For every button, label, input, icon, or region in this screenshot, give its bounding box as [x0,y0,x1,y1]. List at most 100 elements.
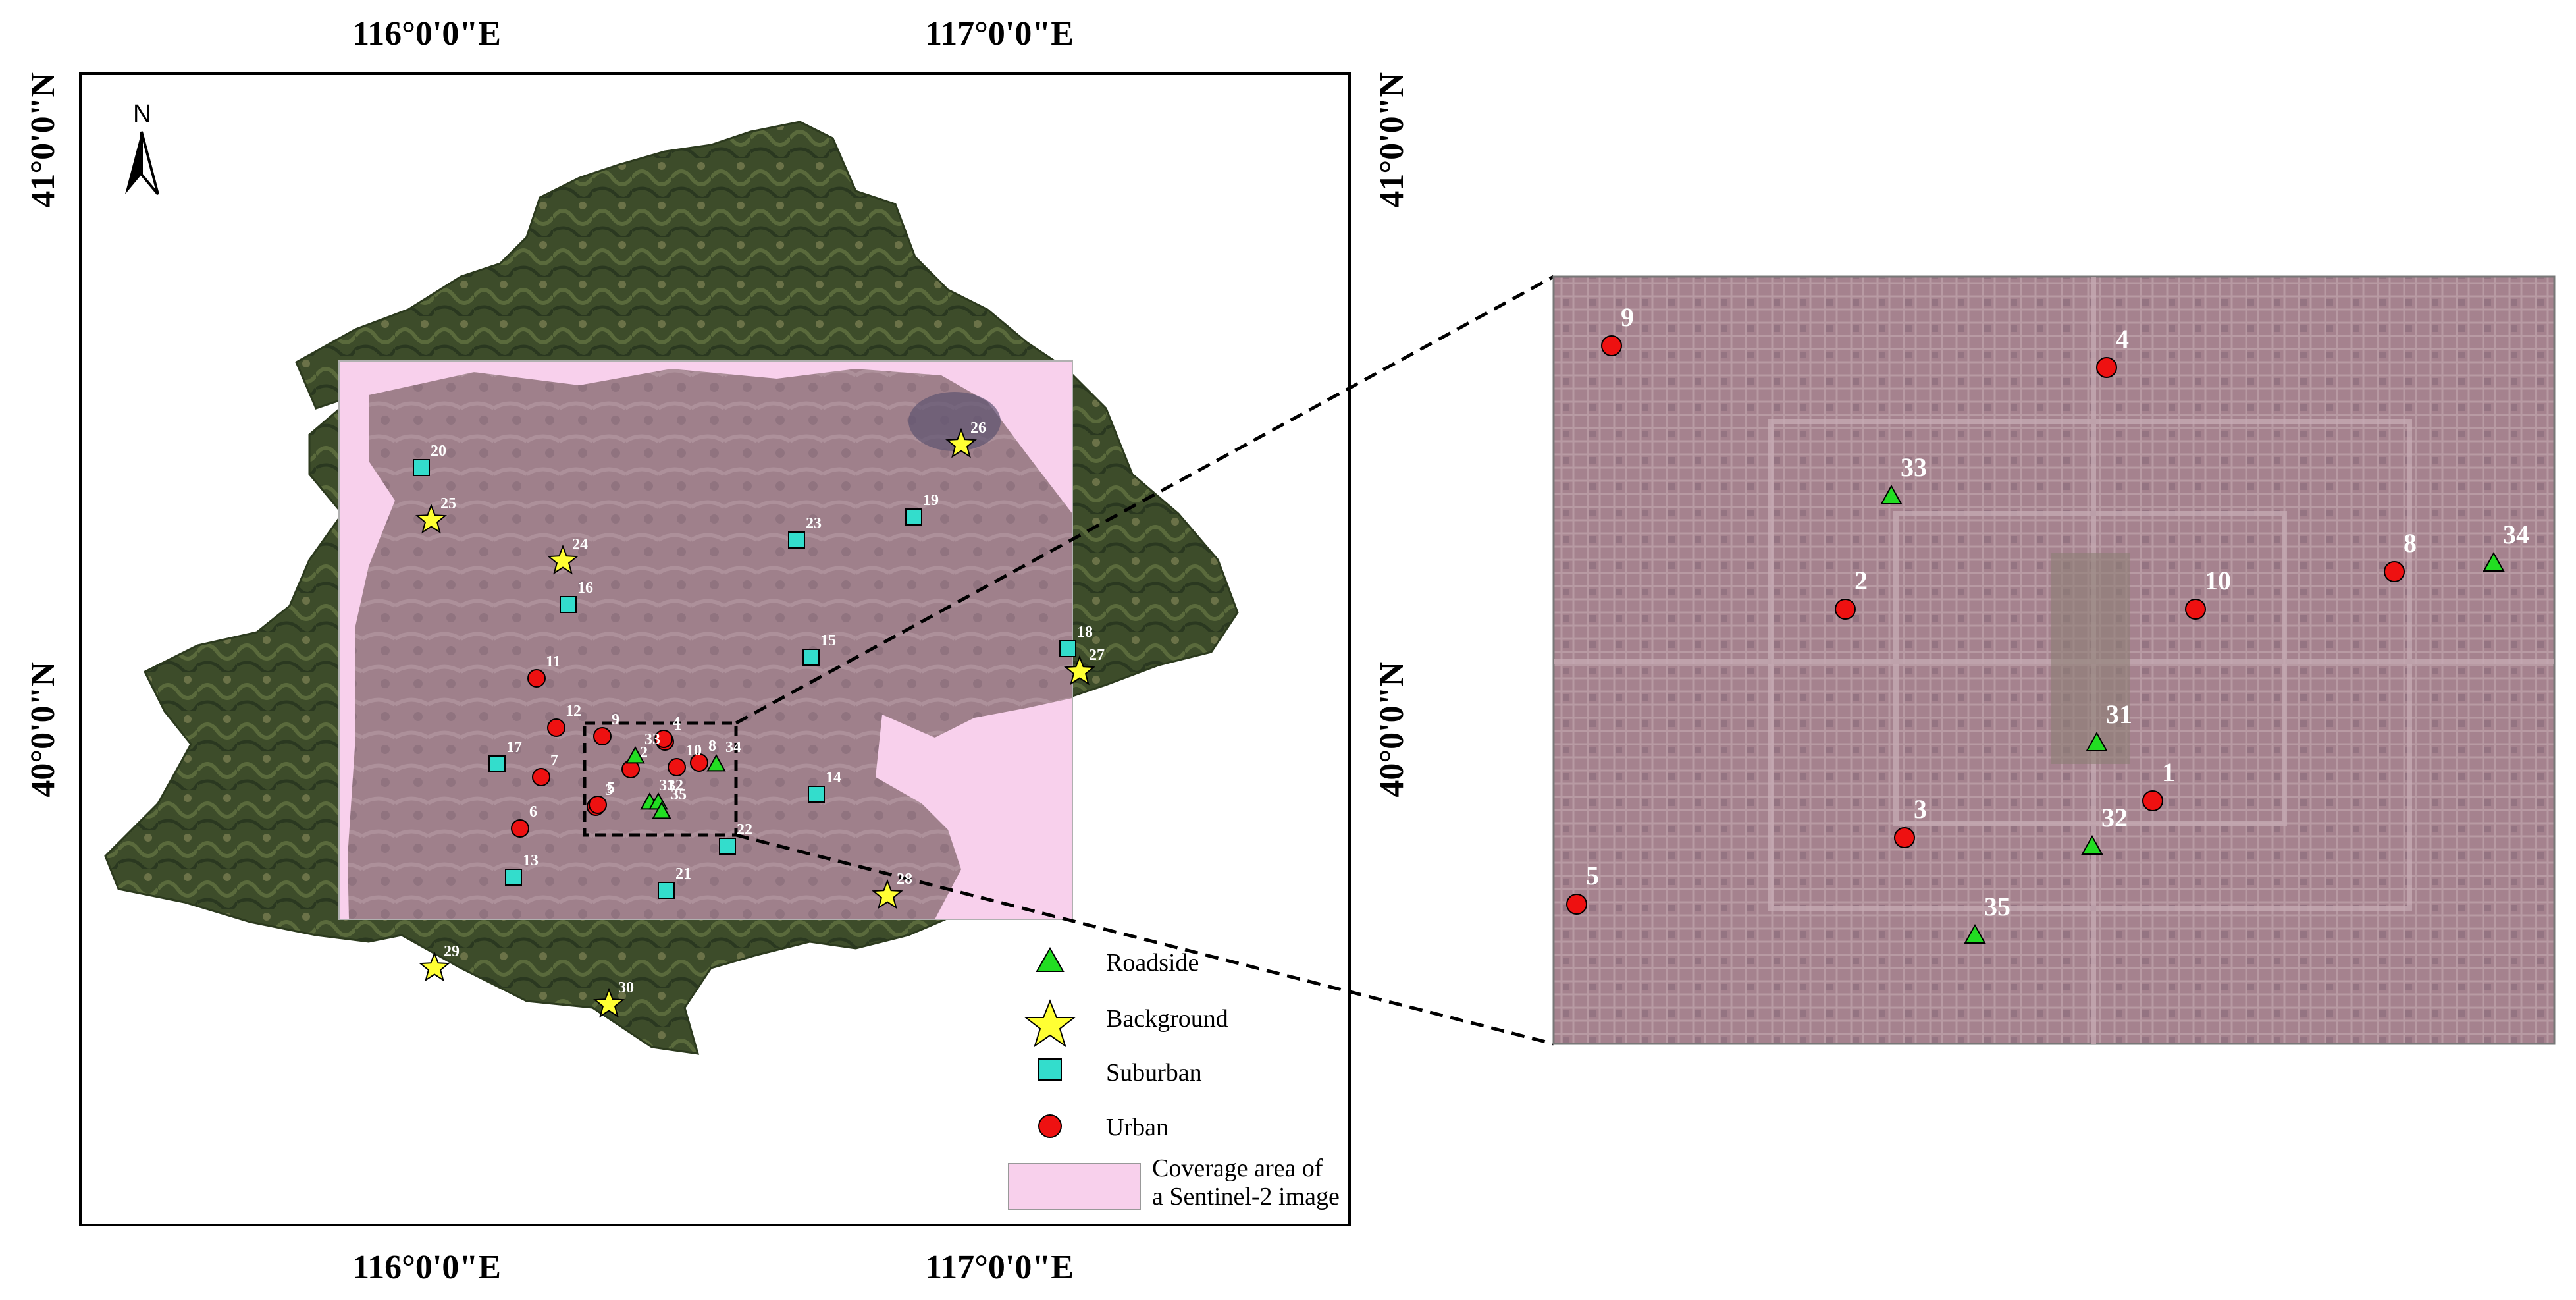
roadside-station-marker-34 [706,753,726,772]
roadside-station-marker-34 [2483,551,2505,572]
urban-station-label-8: 8 [2404,528,2417,558]
urban-station-label-8: 8 [708,738,716,755]
suburban-station-label-17: 17 [506,739,522,756]
suburban-station-marker-14 [808,786,825,803]
urban-station-marker-4 [2096,357,2117,378]
urban-station-marker-9 [1601,335,1622,356]
background-station-marker-28 [872,879,903,909]
lon-label-bottom-116: 116°0'0"E [352,1249,501,1286]
urban-station-marker-5 [589,796,607,814]
suburban-station-label-22: 22 [737,821,752,838]
legend-label-roadside: Roadside [1106,949,1199,977]
background-station-label-30: 30 [618,979,634,996]
suburban-station-marker-18 [1059,640,1076,657]
suburban-station-marker-20 [413,459,430,476]
background-station-marker-26 [945,427,977,458]
suburban-station-label-15: 15 [820,632,836,649]
roadside-station-marker-33 [1880,484,1903,504]
background-station-label-24: 24 [572,536,588,553]
urban-station-label-10: 10 [686,742,702,759]
roadside-station-marker-33 [625,745,645,764]
roadside-station-marker-35 [652,801,671,819]
legend-coverage-swatch [1008,1163,1141,1210]
legend [1008,946,1141,1210]
roadside-station-label-35: 35 [1984,892,2011,921]
urban-station-label-7: 7 [550,752,558,769]
urban-station-label-3: 3 [605,782,613,799]
suburban-station-label-19: 19 [923,492,939,509]
suburban-station-label-23: 23 [806,515,822,532]
roadside-station-marker-32 [2081,834,2103,855]
suburban-station-label-13: 13 [523,852,539,869]
zoom-extent-box [583,721,738,837]
background-station-label-28: 28 [897,871,912,888]
background-station-marker-29 [419,951,450,982]
suburban-station-marker-17 [488,755,506,772]
roadside-station-marker-31 [2086,731,2108,751]
legend-label-coverage-line2: a Sentinel-2 image [1152,1183,1340,1210]
suburban-station-marker-19 [905,508,922,526]
urban-station-marker-5 [1566,894,1587,915]
suburban-station-label-16: 16 [577,580,593,597]
urban-station-marker-10 [2185,599,2206,620]
north-arrow-icon [125,131,159,196]
zoom-connector-bottom [735,833,1554,1046]
background-station-label-26: 26 [970,420,986,437]
suburban-station-label-21: 21 [675,865,691,882]
legend-square-icon [1038,1058,1062,1081]
suburban-station-marker-13 [505,869,522,886]
urban-station-marker-10 [668,758,686,776]
urban-station-label-10: 10 [2205,566,2231,595]
suburban-station-marker-15 [802,649,820,666]
urban-station-marker-9 [593,727,612,745]
urban-station-label-3: 3 [1914,794,1927,824]
background-station-marker-27 [1064,655,1095,686]
urban-station-label-2: 2 [1854,566,1868,595]
roadside-station-label-33: 33 [1901,452,1927,482]
urban-station-label-2: 2 [640,744,648,761]
suburban-station-label-14: 14 [826,769,841,786]
urban-station-label-4: 4 [2116,324,2129,354]
zoom-connector-top [735,275,1555,725]
roadside-station-label-35: 35 [671,786,687,803]
roadside-station-label-31: 31 [2106,699,2132,729]
legend-label-suburban: Suburban [1106,1059,1202,1087]
roadside-station-label-34: 34 [2503,520,2529,549]
urban-station-marker-8 [2384,561,2405,582]
roadside-station-label-31: 31 [659,777,675,794]
urban-station-label-4: 4 [673,714,681,731]
urban-station-marker-1 [2142,790,2163,811]
lon-label-top-117: 117°0'0"E [925,15,1074,53]
urban-station-marker-8 [690,753,708,772]
roadside-station-label-33: 33 [644,731,660,748]
urban-station-label-11: 11 [546,653,561,670]
lon-label-bottom-117: 117°0'0"E [925,1249,1074,1286]
suburban-station-marker-22 [719,838,736,855]
suburban-station-marker-21 [658,882,675,899]
roadside-station-label-32: 32 [668,777,683,794]
roadside-station-label-34: 34 [725,739,741,756]
urban-station-label-1: 1 [674,717,682,734]
roadside-station-marker-35 [1964,923,1986,944]
main-map-stations: 1314151617181920212223242526272829301234… [413,420,1105,1018]
urban-station-label-5: 5 [1586,861,1599,890]
background-station-marker-25 [415,503,447,534]
suburban-station-marker-23 [788,531,805,549]
background-station-marker-30 [593,987,625,1018]
urban-station-label-9: 9 [612,711,619,728]
urban-station-marker-7 [532,768,550,786]
urban-station-label-12: 12 [565,703,581,720]
urban-station-label-1: 1 [2162,757,2175,787]
coverage-overlay [348,369,1072,919]
roadside-station-label-32: 32 [2101,803,2128,832]
urban-station-label-9: 9 [1621,302,1634,332]
background-station-marker-24 [547,544,579,575]
urban-station-marker-2 [1835,599,1856,620]
lon-label-top-116: 116°0'0"E [352,15,501,53]
legend-triangle-icon [1036,946,1065,972]
north-arrow-label: N [133,100,151,128]
suburban-station-marker-16 [560,596,577,613]
urban-station-label-5: 5 [607,780,615,797]
